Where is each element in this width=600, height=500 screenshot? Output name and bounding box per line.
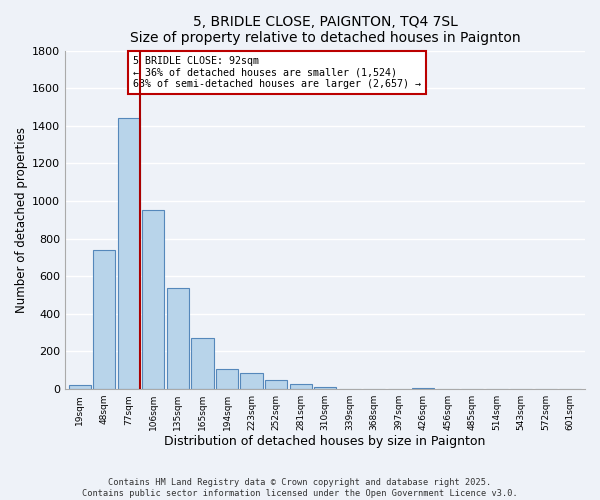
Bar <box>412 388 434 389</box>
Y-axis label: Number of detached properties: Number of detached properties <box>15 127 28 313</box>
Bar <box>290 384 311 389</box>
Bar <box>216 370 238 389</box>
Bar <box>314 387 336 389</box>
Bar <box>265 380 287 389</box>
Title: 5, BRIDLE CLOSE, PAIGNTON, TQ4 7SL
Size of property relative to detached houses : 5, BRIDLE CLOSE, PAIGNTON, TQ4 7SL Size … <box>130 15 520 45</box>
Bar <box>142 210 164 389</box>
X-axis label: Distribution of detached houses by size in Paignton: Distribution of detached houses by size … <box>164 434 486 448</box>
Bar <box>167 288 189 389</box>
Text: Contains HM Land Registry data © Crown copyright and database right 2025.
Contai: Contains HM Land Registry data © Crown c… <box>82 478 518 498</box>
Bar <box>241 372 263 389</box>
Bar <box>191 338 214 389</box>
Text: 5 BRIDLE CLOSE: 92sqm
← 36% of detached houses are smaller (1,524)
63% of semi-d: 5 BRIDLE CLOSE: 92sqm ← 36% of detached … <box>133 56 421 89</box>
Bar <box>118 118 140 389</box>
Bar <box>69 386 91 389</box>
Bar <box>94 250 115 389</box>
